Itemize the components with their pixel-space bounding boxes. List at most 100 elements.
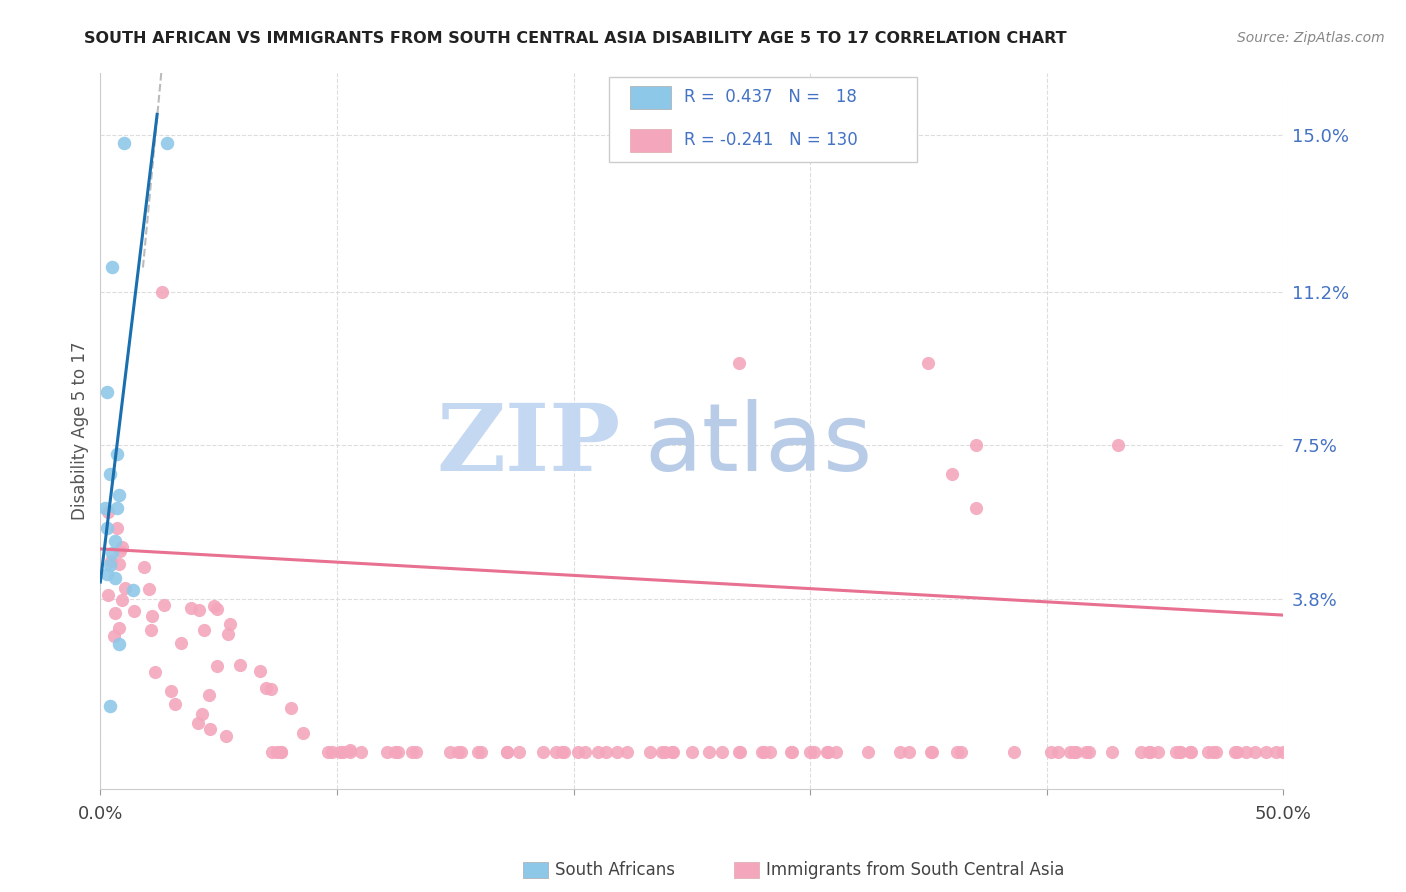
Point: [152, 599, 174, 613]
Point: [697, 745, 720, 759]
Point: [574, 745, 596, 759]
Point: [1147, 745, 1170, 759]
Point: [384, 745, 406, 759]
Point: [321, 745, 343, 759]
Point: [260, 681, 283, 696]
Point: [170, 635, 193, 649]
Point: [103, 629, 125, 643]
Point: [180, 601, 202, 615]
Point: [567, 745, 589, 759]
Point: [889, 745, 911, 759]
Point: [1130, 745, 1153, 759]
FancyBboxPatch shape: [609, 77, 917, 162]
Point: [98, 558, 121, 573]
Point: [965, 500, 987, 515]
Point: [270, 745, 292, 759]
Y-axis label: Disability Age 5 to 17: Disability Age 5 to 17: [72, 342, 89, 520]
Point: [387, 745, 409, 759]
Point: [1180, 745, 1202, 759]
Point: [447, 745, 470, 759]
Point: [1244, 745, 1267, 759]
Point: [1234, 745, 1257, 759]
FancyBboxPatch shape: [630, 128, 671, 152]
Point: [112, 136, 135, 151]
Point: [856, 745, 879, 759]
Point: [96, 521, 118, 535]
Point: [450, 745, 472, 759]
Point: [711, 745, 734, 759]
Point: [917, 356, 939, 370]
Point: [349, 745, 371, 759]
Point: [111, 541, 134, 555]
Point: [260, 745, 283, 759]
Point: [586, 745, 609, 759]
Point: [1168, 745, 1191, 759]
Point: [496, 745, 519, 759]
Point: [467, 745, 489, 759]
Point: [799, 745, 821, 759]
Point: [780, 745, 803, 759]
Point: [332, 745, 354, 759]
Point: [105, 500, 128, 515]
Point: [651, 745, 673, 759]
Point: [405, 745, 427, 759]
Point: [96, 566, 118, 581]
Point: [111, 592, 134, 607]
Point: [155, 136, 177, 151]
Text: atlas: atlas: [644, 400, 873, 491]
Point: [141, 608, 163, 623]
Point: [553, 745, 575, 759]
Point: [122, 583, 145, 598]
Point: [1046, 745, 1069, 759]
Point: [780, 745, 803, 759]
Point: [108, 621, 131, 635]
Point: [143, 665, 166, 679]
Point: [1078, 745, 1101, 759]
Point: [1039, 745, 1062, 759]
Point: [266, 745, 288, 759]
Point: [1101, 745, 1123, 759]
Point: [98, 699, 121, 714]
Point: [803, 745, 825, 759]
Point: [1226, 745, 1249, 759]
Point: [1063, 745, 1085, 759]
Point: [815, 745, 838, 759]
Point: [104, 606, 127, 620]
Point: [217, 627, 239, 641]
Text: SOUTH AFRICAN VS IMMIGRANTS FROM SOUTH CENTRAL ASIA DISABILITY AGE 5 TO 17 CORRE: SOUTH AFRICAN VS IMMIGRANTS FROM SOUTH C…: [84, 31, 1067, 46]
Point: [339, 745, 361, 759]
Point: [439, 745, 461, 759]
Point: [606, 745, 628, 759]
Point: [160, 684, 183, 698]
Point: [103, 571, 125, 585]
Point: [229, 658, 252, 673]
Point: [470, 745, 492, 759]
Point: [101, 260, 124, 275]
Point: [898, 745, 921, 759]
Point: [339, 743, 361, 757]
Point: [202, 599, 225, 614]
Point: [122, 604, 145, 618]
Point: [950, 745, 973, 759]
Point: [1205, 745, 1227, 759]
Point: [728, 745, 751, 759]
Point: [329, 745, 352, 759]
Point: [270, 745, 292, 759]
Point: [291, 726, 314, 740]
Point: [138, 582, 160, 596]
Point: [759, 745, 782, 759]
Point: [1074, 745, 1097, 759]
Point: [1137, 745, 1160, 759]
Point: [249, 664, 271, 678]
Point: [105, 447, 128, 461]
Point: [544, 745, 567, 759]
Point: [662, 745, 685, 759]
Point: [1059, 745, 1081, 759]
Point: [616, 745, 638, 759]
Point: [98, 467, 121, 482]
Point: [191, 706, 214, 721]
Point: [401, 745, 423, 759]
Point: [198, 688, 221, 702]
Point: [94, 500, 117, 515]
Point: [921, 745, 943, 759]
